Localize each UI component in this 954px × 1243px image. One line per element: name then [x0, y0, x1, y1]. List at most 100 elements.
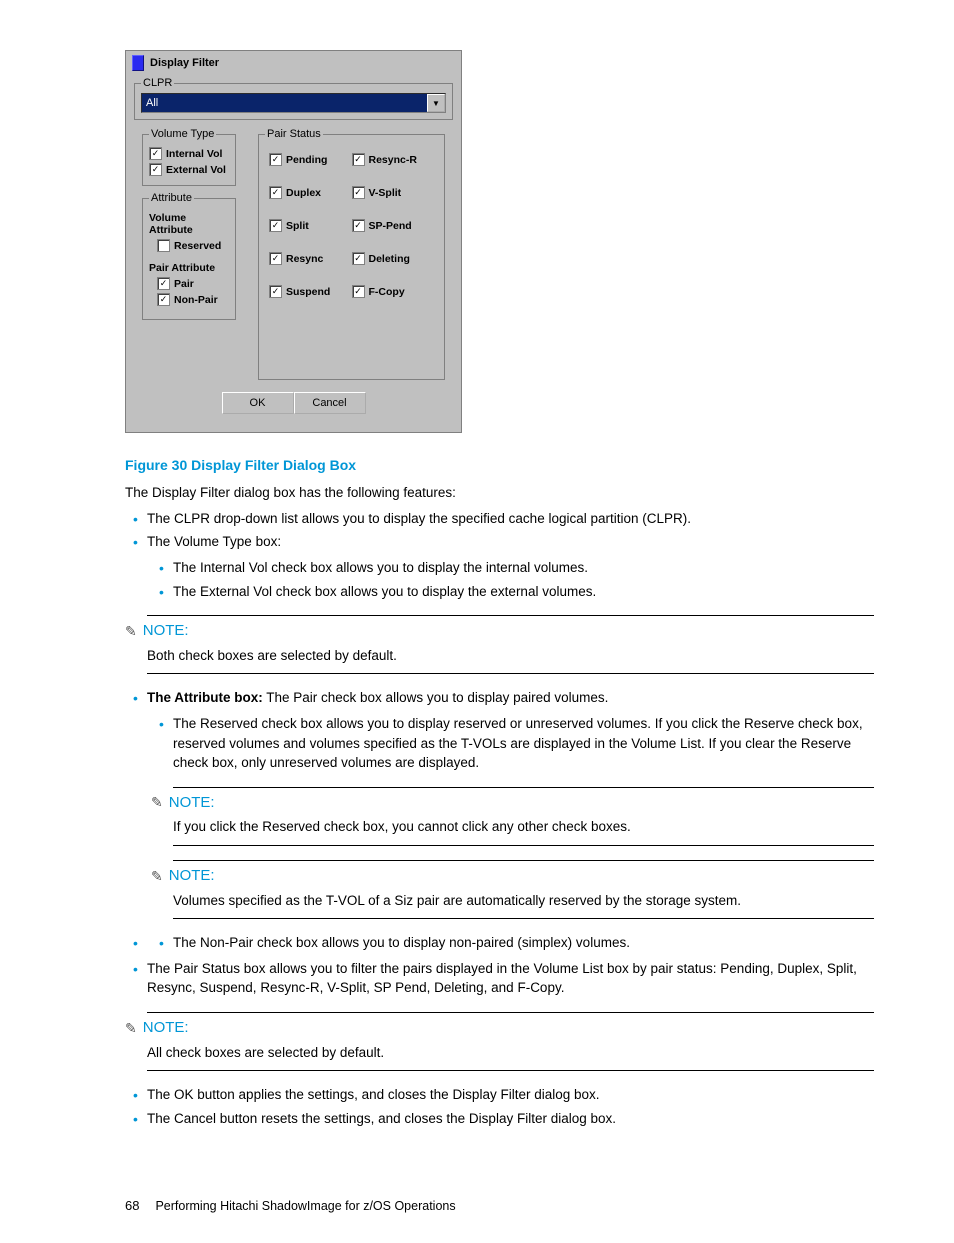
checkbox-label: Suspend — [286, 286, 330, 298]
internal-vol-checkbox[interactable]: Internal Vol — [149, 147, 229, 160]
pending-checkbox[interactable]: Pending — [269, 153, 352, 166]
dialog-icon — [132, 55, 144, 71]
checkbox-label: Non-Pair — [174, 294, 218, 306]
checkbox-label: Deleting — [369, 253, 410, 265]
list-item: The Non-Pair check box allows you to dis… — [173, 933, 874, 953]
pair-status-fieldset: Pair Status Pending Resync-R Duplex V-Split… — [258, 128, 445, 380]
note-label: NOTE: — [143, 1017, 189, 1039]
volume-attribute-label: Volume Attribute — [149, 212, 229, 236]
list-item: The Internal Vol check box allows you to… — [173, 558, 874, 578]
divider — [173, 918, 874, 919]
f-copy-checkbox[interactable]: F-Copy — [352, 285, 435, 298]
list-item: The Reserved check box allows you to dis… — [173, 714, 874, 773]
checkbox-label: Resync — [286, 253, 323, 265]
note-icon: ✎ — [125, 621, 137, 641]
checkbox-label: Split — [286, 220, 309, 232]
checkbox-icon — [269, 219, 282, 232]
checkbox-icon — [352, 285, 365, 298]
list-text: The Volume Type box: — [147, 534, 281, 549]
list-item: The Cancel button resets the settings, a… — [147, 1109, 874, 1129]
note-icon: ✎ — [151, 792, 163, 812]
checkbox-label: Internal Vol — [166, 148, 222, 160]
figure-caption: Figure 30 Display Filter Dialog Box — [125, 455, 874, 475]
suspend-checkbox[interactable]: Suspend — [269, 285, 352, 298]
page-footer: 68 Performing Hitachi ShadowImage for z/… — [125, 1198, 874, 1213]
checkbox-label: Duplex — [286, 187, 321, 199]
divider — [173, 860, 874, 861]
note-block: ✎ NOTE: Volumes specified as the T-VOL o… — [173, 860, 874, 919]
resync-r-checkbox[interactable]: Resync-R — [352, 153, 435, 166]
list-item: The Attribute box: The Pair check box al… — [147, 688, 874, 772]
checkbox-icon — [269, 252, 282, 265]
checkbox-label: Pair — [174, 278, 194, 290]
attribute-fieldset: Attribute Volume Attribute Reserved Pair… — [142, 192, 236, 320]
dialog-titlebar: Display Filter — [126, 51, 461, 75]
checkbox-icon — [269, 285, 282, 298]
checkbox-label: Reserved — [174, 240, 221, 252]
list-item: The OK button applies the settings, and … — [147, 1085, 874, 1105]
checkbox-icon — [149, 147, 162, 160]
clpr-dropdown[interactable]: All ▼ — [141, 93, 446, 113]
note-label: NOTE: — [143, 620, 189, 642]
note-body: Both check boxes are selected by default… — [147, 644, 874, 674]
note-block: ✎ NOTE: Both check boxes are selected by… — [147, 615, 874, 674]
pair-attribute-label: Pair Attribute — [149, 262, 229, 274]
checkbox-icon — [269, 186, 282, 199]
checkbox-label: Resync-R — [369, 154, 417, 166]
external-vol-checkbox[interactable]: External Vol — [149, 163, 229, 176]
chevron-down-icon[interactable]: ▼ — [427, 94, 445, 112]
divider — [147, 1070, 874, 1071]
dialog-title: Display Filter — [150, 57, 219, 69]
list-item: The Volume Type box: The Internal Vol ch… — [147, 532, 874, 601]
deleting-checkbox[interactable]: Deleting — [352, 252, 435, 265]
clpr-value: All — [142, 97, 427, 109]
note-block: ✎ NOTE: All check boxes are selected by … — [147, 1012, 874, 1071]
note-label: NOTE: — [169, 792, 215, 814]
clpr-legend: CLPR — [141, 77, 174, 89]
reserved-checkbox[interactable]: Reserved — [157, 239, 229, 252]
resync-checkbox[interactable]: Resync — [269, 252, 352, 265]
checkbox-icon — [157, 293, 170, 306]
checkbox-icon — [157, 239, 170, 252]
pair-status-legend: Pair Status — [265, 128, 323, 140]
note-body: Volumes specified as the T-VOL of a Siz … — [173, 889, 874, 919]
display-filter-dialog: Display Filter CLPR All ▼ Volume Type In… — [125, 50, 462, 433]
divider — [173, 787, 874, 788]
divider — [173, 845, 874, 846]
divider — [147, 1012, 874, 1013]
checkbox-icon — [269, 153, 282, 166]
split-checkbox[interactable]: Split — [269, 219, 352, 232]
checkbox-icon — [352, 153, 365, 166]
divider — [147, 673, 874, 674]
clpr-fieldset: CLPR All ▼ — [134, 77, 453, 120]
checkbox-icon — [352, 252, 365, 265]
list-item: The Pair Status box allows you to filter… — [147, 959, 874, 998]
sp-pend-checkbox[interactable]: SP-Pend — [352, 219, 435, 232]
cancel-button[interactable]: Cancel — [294, 392, 366, 414]
pair-checkbox[interactable]: Pair — [157, 277, 229, 290]
ok-button[interactable]: OK — [222, 392, 294, 414]
note-label: NOTE: — [169, 865, 215, 887]
note-body: If you click the Reserved check box, you… — [173, 815, 874, 845]
list-bold: The Attribute box: — [147, 690, 263, 705]
note-body: All check boxes are selected by default. — [147, 1041, 874, 1071]
list-item: The External Vol check box allows you to… — [173, 582, 874, 602]
checkbox-label: F-Copy — [369, 286, 405, 298]
checkbox-label: V-Split — [369, 187, 402, 199]
list-text: The Pair check box allows you to display… — [263, 690, 609, 705]
duplex-checkbox[interactable]: Duplex — [269, 186, 352, 199]
nonpair-checkbox[interactable]: Non-Pair — [157, 293, 229, 306]
note-icon: ✎ — [151, 866, 163, 886]
attribute-legend: Attribute — [149, 192, 194, 204]
list-item: The CLPR drop-down list allows you to di… — [147, 509, 874, 529]
divider — [147, 615, 874, 616]
note-icon: ✎ — [125, 1018, 137, 1038]
volume-type-fieldset: Volume Type Internal Vol External Vol — [142, 128, 236, 186]
checkbox-icon — [157, 277, 170, 290]
checkbox-icon — [352, 219, 365, 232]
v-split-checkbox[interactable]: V-Split — [352, 186, 435, 199]
note-block: ✎ NOTE: If you click the Reserved check … — [173, 787, 874, 846]
checkbox-label: Pending — [286, 154, 327, 166]
page-number: 68 — [125, 1198, 139, 1213]
footer-text: Performing Hitachi ShadowImage for z/OS … — [155, 1199, 455, 1213]
